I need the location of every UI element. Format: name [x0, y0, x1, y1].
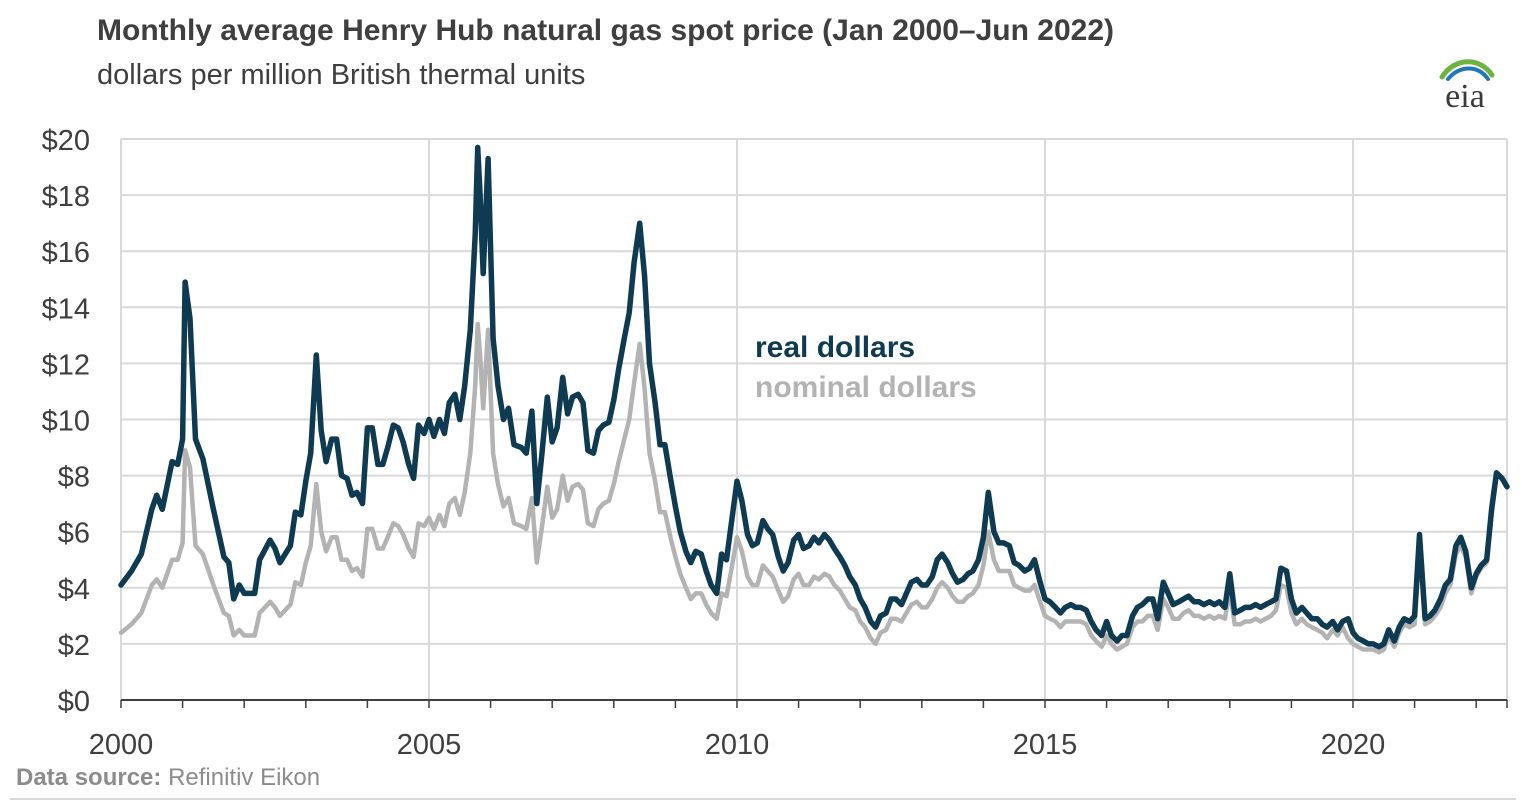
data-source: Data source: Refinitiv Eikon [16, 764, 320, 792]
y-tick-label: $18 [42, 181, 90, 213]
series-lines [118, 144, 1510, 655]
x-axis-ticks: 2000 2005 2010 2015 2020 [89, 700, 1508, 761]
chart-title: Monthly average Henry Hub natural gas sp… [97, 14, 1115, 47]
data-source-label: Data source: [16, 764, 162, 791]
x-tick-label: 2015 [1013, 729, 1078, 761]
eia-logo-icon: eia [1439, 59, 1495, 115]
legend-nominal-dollars: nominal dollars [755, 371, 977, 404]
y-tick-label: $8 [58, 462, 90, 494]
y-tick-label: $6 [58, 518, 90, 550]
x-tick-label: 2010 [705, 729, 770, 761]
legend-real-dollars: real dollars [755, 331, 915, 364]
eia-logo-text: eia [1445, 78, 1485, 115]
x-tick-label: 2020 [1321, 729, 1386, 761]
y-tick-label: $4 [58, 574, 90, 606]
y-tick-label: $14 [42, 293, 90, 325]
series-nominal-dollars-line [118, 321, 1510, 655]
y-tick-label: $0 [58, 686, 90, 718]
y-tick-label: $10 [42, 406, 90, 438]
y-tick-label: $12 [42, 349, 90, 381]
series-real-dollars-line [118, 144, 1510, 650]
y-tick-label: $16 [42, 237, 90, 269]
x-tick-label: 2005 [397, 729, 462, 761]
y-axis-ticks: $0 $2 $4 $6 $8 $10 $12 $14 $16 $18 $20 [42, 125, 90, 718]
y-tick-label: $2 [58, 630, 90, 662]
x-tick-label: 2000 [89, 729, 154, 761]
data-source-value: Refinitiv Eikon [168, 764, 321, 791]
chart-subtitle: dollars per million British thermal unit… [97, 59, 586, 91]
chart-grid [120, 138, 1508, 700]
bottom-divider [10, 798, 1516, 800]
y-tick-label: $20 [42, 125, 90, 157]
